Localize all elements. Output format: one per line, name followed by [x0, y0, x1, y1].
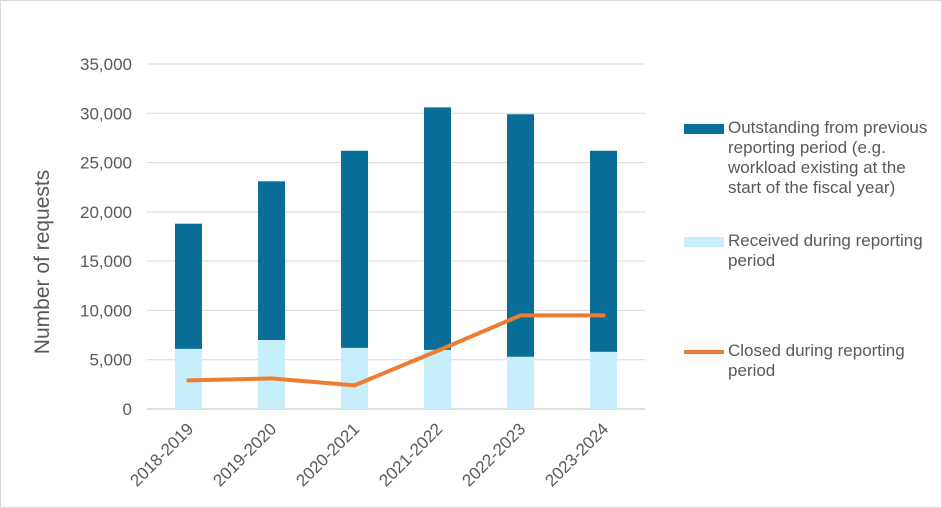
bar-outstanding — [258, 181, 285, 340]
legend-swatch-received — [684, 237, 724, 247]
bar-outstanding — [590, 150, 617, 352]
point-closed — [601, 313, 606, 318]
legend-label-received: Received during reporting period — [728, 231, 923, 270]
legend-label-outstanding: Outstanding from previous reporting peri… — [728, 118, 928, 197]
x-tick-label: 2023-2024 — [541, 419, 612, 490]
legend-swatch-closed — [684, 350, 724, 354]
bar-outstanding — [341, 150, 368, 348]
legend-label-closed: Closed during reporting period — [728, 341, 905, 380]
bar-outstanding — [424, 107, 451, 350]
y-tick-label: 25,000 — [80, 154, 132, 173]
x-tick-label: 2019-2020 — [209, 419, 280, 490]
x-tick-label: 2022-2023 — [458, 419, 529, 490]
point-closed — [186, 378, 191, 383]
y-axis-title: Number of requests — [31, 170, 54, 354]
x-tick-label: 2021-2022 — [375, 419, 446, 490]
y-tick-label: 35,000 — [80, 55, 132, 74]
y-tick-label: 5,000 — [89, 351, 132, 370]
point-closed — [518, 313, 523, 318]
point-closed — [435, 348, 440, 353]
y-tick-label: 15,000 — [80, 252, 132, 271]
y-tick-label: 20,000 — [80, 203, 132, 222]
x-tick-label: 2018-2019 — [126, 419, 197, 490]
bar-received — [258, 340, 285, 409]
bar-received — [590, 351, 617, 409]
series-line-closed — [186, 313, 606, 388]
bar-received — [424, 349, 451, 409]
bar-received — [341, 347, 368, 409]
y-tick-label: 0 — [123, 400, 132, 419]
x-tick-label: 2020-2021 — [292, 419, 363, 490]
point-closed — [269, 376, 274, 381]
bar-received — [507, 356, 534, 409]
y-tick-label: 10,000 — [80, 301, 132, 320]
point-closed — [352, 383, 357, 388]
legend-swatch-outstanding — [684, 124, 724, 134]
bar-outstanding — [175, 223, 202, 349]
y-tick-label: 30,000 — [80, 104, 132, 123]
